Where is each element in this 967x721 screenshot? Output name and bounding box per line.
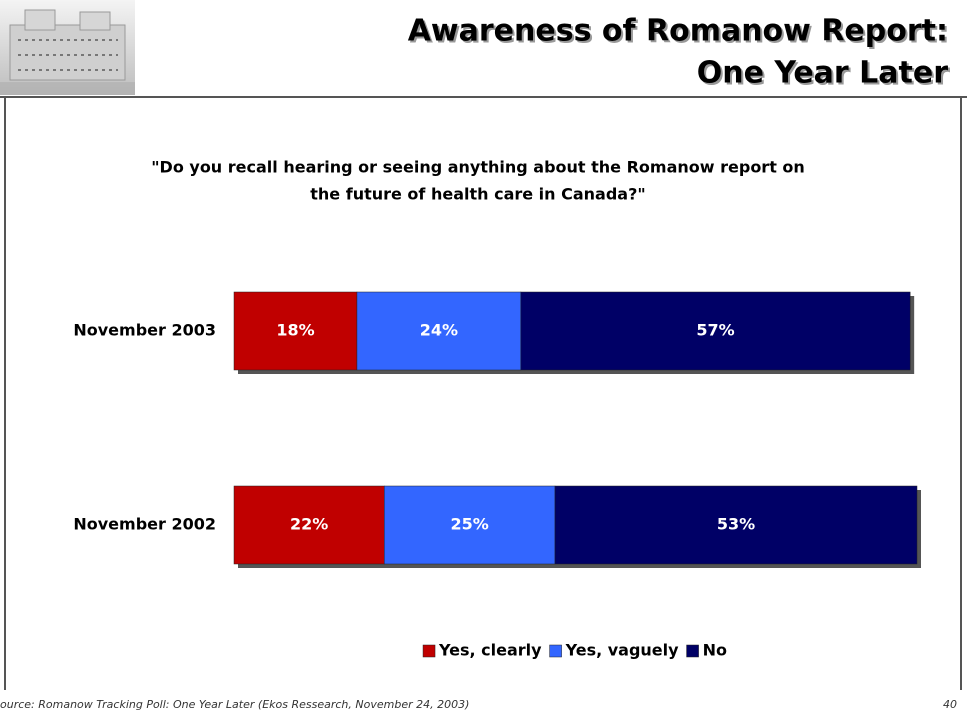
legend-label: No (703, 641, 727, 660)
title-shadow: One Year Later (699, 58, 950, 93)
value-label: 24% (420, 321, 458, 340)
page-number: 40 (943, 698, 957, 711)
bar-segment (520, 291, 911, 371)
bar-segment (554, 485, 918, 565)
category-label: November 2003 (73, 321, 216, 340)
bar-segment (233, 291, 358, 371)
legend-swatch (422, 644, 436, 658)
value-label: 57% (696, 321, 734, 340)
legend-swatch (686, 644, 699, 658)
value-label: 18% (276, 321, 314, 340)
chart-title: Awareness of Romanow Report: (408, 14, 948, 49)
bar-segment (233, 485, 385, 565)
legend-label: Yes, clearly (438, 641, 542, 660)
legend-swatch (549, 644, 562, 658)
bar-segment (384, 485, 556, 565)
question: the future of health care in Canada?" (310, 185, 645, 204)
value-label: 22% (290, 515, 328, 534)
title-shadow: Awareness of Romanow Report: (410, 16, 950, 51)
source-note: ource: Romanow Tracking Poll: One Year L… (0, 698, 469, 711)
building-image (0, 0, 135, 95)
value-label: 25% (450, 515, 488, 534)
bar-segment (356, 291, 522, 371)
value-label: 53% (717, 515, 755, 534)
legend-label: Yes, vaguely (565, 641, 680, 660)
chart-title: One Year Later (697, 56, 948, 91)
category-label: November 2002 (73, 515, 216, 534)
question: "Do you recall hearing or seeing anythin… (151, 158, 805, 177)
